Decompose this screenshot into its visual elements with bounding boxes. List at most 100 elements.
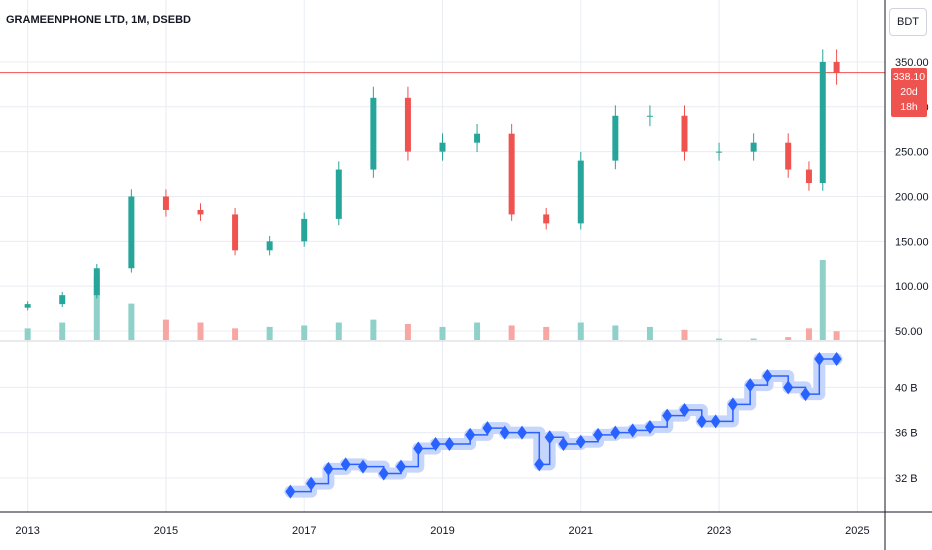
price-tick-label: 50.00 [895,326,923,338]
volume-bar [59,322,66,340]
candle-body [197,209,204,215]
candle-body [128,196,135,269]
grid-lines [0,0,885,512]
candle-body [232,214,239,251]
candle-body [24,304,31,308]
candle-body [474,133,481,143]
candle-body [162,196,169,210]
volume-bar [646,326,653,340]
volume-bar [128,303,135,340]
indicator-point [544,430,555,445]
indicator-point [627,423,638,438]
price-tick-label: 200.00 [895,191,929,203]
indicator-point [783,380,794,395]
candle-body [750,142,757,152]
indicator-point [610,425,621,440]
candle-body [681,115,688,152]
indicator-point [534,457,545,472]
last-price-value: 338.10 [892,71,926,83]
indicator-point [357,459,368,474]
x-tick-label: 2017 [292,525,316,537]
indicator-point [575,434,586,449]
volume-bar [335,322,342,340]
candle-body [612,115,619,161]
indicator-tick-label: 32 B [895,473,918,485]
indicator-point [662,408,673,423]
volume-bar [24,328,31,340]
candle-body [266,241,273,251]
volume-bar [785,337,792,340]
price-tick-label: 100.00 [895,281,929,293]
candle-body [785,142,792,170]
candle-body [646,115,653,117]
x-tick-label: 2013 [15,525,39,537]
indicator-point [745,378,756,393]
indicator-point [710,414,721,429]
volume-bar [474,322,481,340]
volume-bar [508,325,515,340]
price-tick-label: 350.00 [895,57,929,69]
last-price-tag: 338.10 20d 18h [891,68,927,117]
volume-bar [93,274,100,340]
indicator-point [814,352,825,366]
candle-body [404,97,411,152]
indicator-tick-label: 40 B [895,382,918,394]
volume-bar [577,322,584,340]
price-candles [24,49,840,311]
candle-body [301,218,308,242]
candle-body [93,268,100,296]
indicator-point [285,484,296,499]
indicator-point [444,437,455,451]
volume-bars [24,260,840,340]
x-tick-label: 2025 [845,525,869,537]
candle-body [716,151,723,153]
x-tick-label: 2021 [569,525,593,537]
volume-bar [232,328,239,340]
indicator-point [340,457,351,472]
volume-bar [162,319,169,340]
indicator-point [413,441,424,456]
indicator-point [593,427,604,442]
volume-bar [197,322,204,340]
volume-bar [833,331,840,340]
candle-body [577,160,584,224]
indicator-point [644,420,655,434]
price-tick-label: 150.00 [895,236,929,248]
volume-bar [266,326,273,340]
volume-bar [404,324,411,340]
volume-bar [805,328,812,340]
volume-bar [439,326,446,340]
volume-bar [543,326,550,340]
indicator-point [306,476,317,491]
volume-bar [681,329,688,340]
indicator-point [831,352,842,366]
candle-body [439,142,446,152]
volume-bar [750,338,757,340]
candle-body [370,97,377,170]
volume-bar [370,319,377,340]
indicator-point [800,387,811,402]
indicator-point [727,397,738,412]
indicator-point [430,437,441,451]
candle-body [508,133,515,215]
indicator-point [679,403,690,417]
indicator-series [284,352,843,499]
bar-countdown: 20d 18h [900,86,918,113]
volume-bar [612,325,619,340]
indicator-point [517,425,528,440]
indicator-point [558,437,569,451]
indicator-point [323,461,334,476]
indicator-point [396,459,407,474]
candle-body [59,295,66,305]
indicator-point [482,421,493,436]
indicator-point [499,425,510,440]
volume-bar [716,338,723,340]
candle-body [543,214,550,224]
volume-bar [301,325,308,340]
indicator-point [696,414,707,429]
indicator-glow [284,353,843,498]
candle-body [833,61,840,73]
currency-button[interactable]: BDT [889,8,927,36]
